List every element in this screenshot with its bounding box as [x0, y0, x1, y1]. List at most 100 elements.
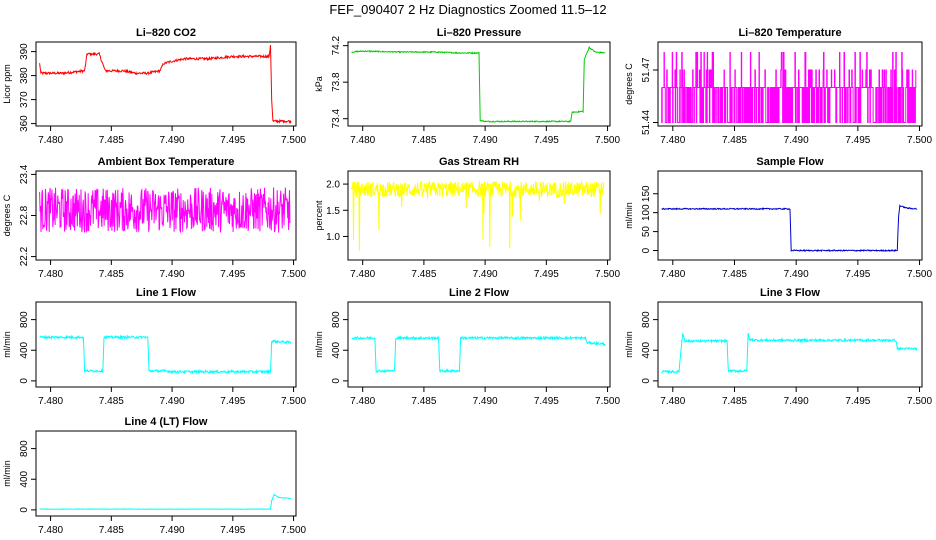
series-line: [661, 52, 917, 123]
y-tick-label: 0: [331, 378, 342, 384]
plot-frame: [347, 170, 611, 261]
y-axis-label: Licor ppm: [2, 64, 12, 104]
chart-panel-5: Gas Stream RH percent 7.480 7.485 7.490 7.495…: [314, 156, 620, 280]
x-tick-label: 7.500: [281, 396, 306, 407]
y-tick-label: 370: [19, 91, 30, 108]
x-tick-label: 7.495: [534, 135, 559, 146]
x-tick-label: 7.480: [350, 135, 375, 146]
x-tick-label: 7.485: [99, 269, 124, 280]
x-tick-label: 7.490: [784, 135, 809, 146]
y-tick-label: 150: [641, 185, 652, 202]
x-tick-label: 7.500: [907, 269, 932, 280]
x-tick-label: 7.500: [907, 135, 932, 146]
x-tick-label: 7.500: [595, 396, 620, 407]
series-line: [351, 45, 606, 123]
chart-panel-7: Line 1 Flow ml/min 7.480 7.485 7.490 7.495 7.5…: [2, 287, 307, 407]
x-tick-label: 7.495: [220, 135, 245, 146]
y-tick-label: 50: [641, 226, 652, 238]
series-line: [39, 187, 291, 234]
y-tick-label: 800: [641, 311, 652, 328]
y-axis-label: degrees C: [624, 63, 634, 105]
chart-panel-9: Line 3 Flow ml/min 7.480 7.485 7.490 7.495 7.5…: [624, 287, 932, 407]
plot-frame: [35, 301, 297, 388]
x-tick-label: 7.495: [845, 269, 870, 280]
y-axis-label: degrees C: [2, 194, 12, 236]
series-line: [661, 332, 918, 375]
x-tick-label: 7.485: [411, 135, 436, 146]
y-tick-label: 400: [331, 341, 342, 358]
x-tick-label: 7.495: [220, 269, 245, 280]
y-tick-label: 1.0: [326, 232, 340, 243]
figure-title: FEF_090407 2 Hz Diagnostics Zoomed 11.5–…: [329, 2, 607, 17]
series-line: [351, 335, 606, 374]
y-tick-label: 22.2: [19, 246, 30, 266]
x-tick-label: 7.485: [411, 396, 436, 407]
x-tick-label: 7.480: [660, 396, 685, 407]
y-tick-label: 0: [641, 378, 652, 384]
y-tick-label: 390: [19, 43, 30, 60]
y-tick-label: 2.0: [326, 180, 340, 191]
y-tick-label: 800: [331, 311, 342, 328]
chart-title: Li–820 Pressure: [437, 27, 521, 39]
x-tick-label: 7.500: [281, 525, 306, 536]
x-tick-label: 7.490: [784, 269, 809, 280]
x-tick-label: 7.490: [160, 396, 185, 407]
y-tick-label: 23.4: [19, 164, 30, 184]
x-tick-label: 7.495: [534, 269, 559, 280]
x-tick-label: 7.500: [281, 269, 306, 280]
x-tick-label: 7.480: [350, 396, 375, 407]
y-axis-label: percent: [314, 200, 324, 231]
y-axis-label: ml/min: [2, 331, 12, 358]
x-tick-label: 7.490: [160, 269, 185, 280]
chart-panel-1: Li–820 CO2 Licor ppm 7.480 7.485 7.490 7.495 7…: [2, 27, 307, 146]
x-tick-label: 7.485: [99, 396, 124, 407]
x-tick-label: 7.500: [907, 396, 932, 407]
x-tick-label: 7.480: [660, 135, 685, 146]
x-tick-label: 7.495: [845, 135, 870, 146]
x-tick-label: 7.490: [784, 396, 809, 407]
y-tick-label: 400: [19, 470, 30, 487]
series-line: [39, 45, 292, 125]
chart-panel-10: Line 4 (LT) Flow ml/min 7.480 7.485 7.490 7.4…: [2, 416, 307, 536]
x-tick-label: 7.480: [38, 135, 63, 146]
x-tick-label: 7.485: [411, 269, 436, 280]
x-tick-label: 7.500: [595, 269, 620, 280]
chart-panel-4: Ambient Box Temperature degrees C 7.480 7.4…: [2, 156, 307, 280]
chart-title: Gas Stream RH: [439, 156, 519, 168]
chart-title: Ambient Box Temperature: [98, 156, 235, 168]
x-tick-label: 7.490: [473, 269, 498, 280]
y-tick-label: 800: [19, 440, 30, 457]
x-tick-label: 7.485: [722, 269, 747, 280]
chart-title: Line 4 (LT) Flow: [125, 416, 208, 428]
chart-panel-6: Sample Flow ml/min 7.480 7.485 7.490 7.495 7.5…: [624, 156, 932, 280]
series-line: [39, 493, 292, 511]
plot-frame: [657, 170, 923, 261]
y-tick-label: 400: [19, 341, 30, 358]
x-tick-label: 7.490: [160, 525, 185, 536]
y-axis-label: ml/min: [314, 331, 324, 358]
chart-panel-2: Li–820 Pressure kPa 7.480 7.485 7.490 7.495 7.…: [314, 27, 620, 146]
y-axis-label: ml/min: [2, 460, 12, 487]
y-tick-label: 0: [19, 378, 30, 384]
x-tick-label: 7.480: [350, 269, 375, 280]
y-tick-label: 74.2: [331, 35, 342, 55]
series-line: [661, 203, 918, 253]
y-tick-label: 73.8: [331, 72, 342, 92]
plot-frame: [657, 301, 923, 388]
x-tick-label: 7.485: [99, 135, 124, 146]
chart-panel-3: Li–820 Temperature degrees C 7.480 7.485 7.4…: [624, 27, 932, 146]
x-tick-label: 7.495: [220, 396, 245, 407]
series-line: [39, 334, 292, 375]
y-tick-label: 51.44: [641, 110, 652, 135]
x-tick-label: 7.495: [220, 525, 245, 536]
plot-frame: [35, 41, 297, 127]
x-tick-label: 7.490: [473, 396, 498, 407]
y-tick-label: 0: [19, 507, 30, 513]
y-tick-label: 800: [19, 311, 30, 328]
y-tick-label: 51.47: [641, 57, 652, 82]
y-axis-label: kPa: [314, 76, 324, 92]
x-tick-label: 7.495: [845, 396, 870, 407]
chart-title: Li–820 CO2: [136, 27, 196, 39]
y-axis-label: ml/min: [624, 331, 634, 358]
y-tick-label: 0: [641, 247, 652, 253]
